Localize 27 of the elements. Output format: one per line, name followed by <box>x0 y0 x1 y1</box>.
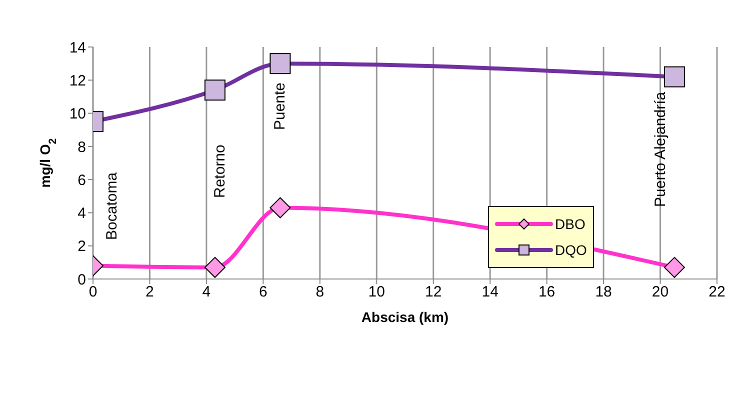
legend-label: DQO <box>555 242 587 258</box>
x-tick-label: 18 <box>595 284 612 301</box>
x-tick-label: 0 <box>88 284 98 301</box>
y-tick-label: 10 <box>69 106 86 123</box>
x-tick-label: 6 <box>259 284 268 301</box>
y-tick-label: 8 <box>78 138 86 156</box>
x-tick-label: 4 <box>202 284 211 301</box>
annotation: Puente <box>272 82 289 130</box>
x-tick-label: 12 <box>425 284 442 301</box>
legend-label: DBO <box>555 216 586 232</box>
y-tick-label: 2 <box>78 238 86 256</box>
x-tick-label: 20 <box>652 284 669 301</box>
x-tick-label: 14 <box>482 284 498 301</box>
annotation: Puerto Alejandría <box>652 91 669 207</box>
y-tick-label: 14 <box>69 39 86 56</box>
y-tick-label: 4 <box>78 205 86 222</box>
x-tick-label: 2 <box>146 284 154 301</box>
x-tick-label: 8 <box>316 284 324 301</box>
x-tick-label: 10 <box>368 284 385 301</box>
y-tick-label: 6 <box>78 172 86 189</box>
x-tick-label: 16 <box>538 284 556 301</box>
y-tick-label: 12 <box>69 72 86 90</box>
annotation: Bocatoma <box>104 172 120 240</box>
x-axis-title: Abscisa (km) <box>361 309 449 325</box>
annotation: Retorno <box>211 144 228 198</box>
y-tick-label: 0 <box>78 271 86 288</box>
x-tick-label: 22 <box>708 284 726 301</box>
